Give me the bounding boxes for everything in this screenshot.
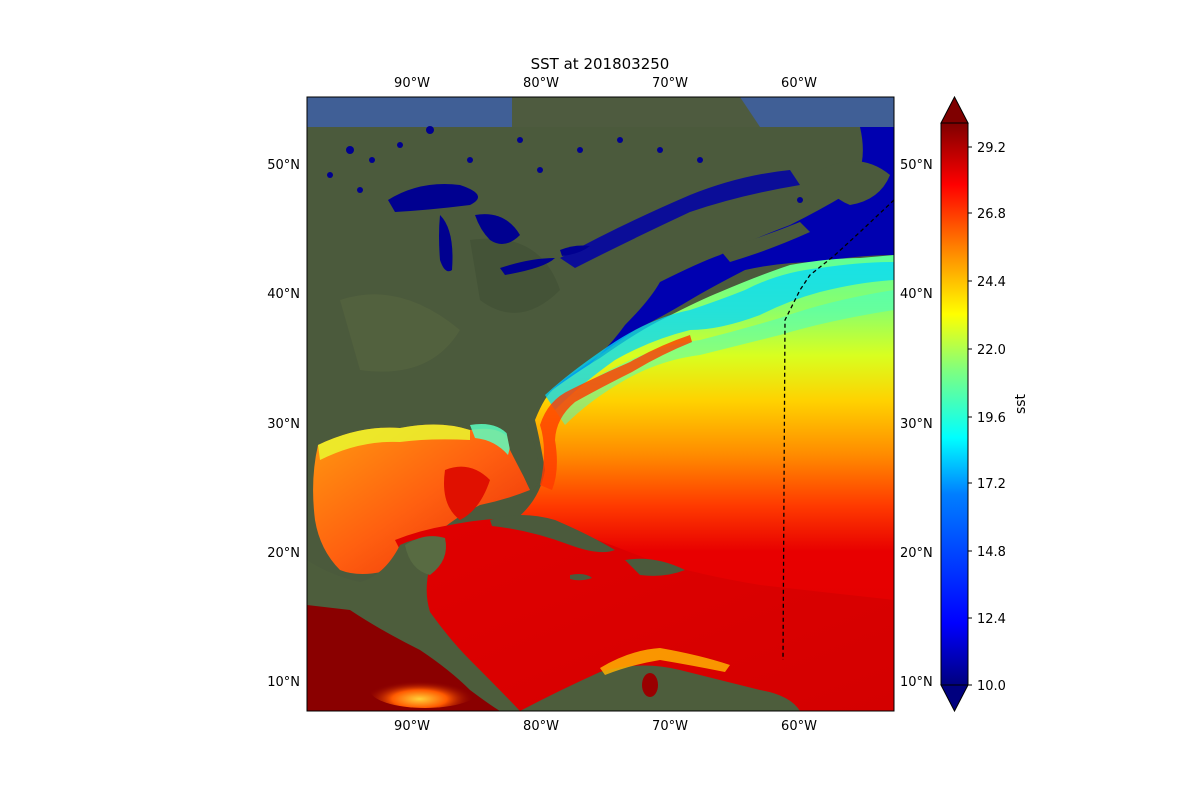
lat-tick-label: 10°N: [267, 675, 300, 690]
lon-tick-label: 60°W: [781, 719, 817, 734]
colorbar-tick-label: 12.4: [977, 612, 1006, 627]
lat-tick-label: 50°N: [267, 158, 300, 173]
colorbar-tick-label: 22.0: [977, 343, 1006, 358]
lat-tick-label: 50°N: [900, 158, 933, 173]
florida-shelf-cyan: [470, 424, 512, 455]
lake-michigan: [439, 215, 453, 272]
pacific-warm-patch: [370, 672, 480, 708]
yucatan: [405, 536, 446, 575]
land-shade: [340, 294, 460, 372]
longitude-ticks-top: 90°W 80°W 70°W 60°W: [394, 76, 817, 91]
colorbar-label: sst: [1013, 393, 1029, 414]
nova-scotia-land: [720, 222, 810, 262]
lat-tick-label: 10°N: [900, 675, 933, 690]
colorbar-tick-label: 14.8: [977, 545, 1006, 560]
newfoundland-land: [820, 161, 890, 205]
venezuela-warm-coast: [600, 648, 730, 675]
lat-tick-label: 30°N: [900, 417, 933, 432]
cold-water-shelf: [548, 127, 894, 395]
colorbar-extend-max: [940, 95, 969, 124]
colorbar-tick-label: 17.2: [977, 477, 1006, 492]
lake-superior: [388, 184, 478, 212]
colorbar: 29.2 26.8 24.4 22.0 19.6 17.2 14.8 12.4 …: [940, 95, 1029, 713]
south-america-land: [520, 665, 800, 711]
slope-water-band: [545, 262, 894, 410]
gulf-stream: [540, 335, 692, 490]
colorbar-body: [940, 122, 969, 686]
colorbar-tick-label: 24.4: [977, 275, 1006, 290]
lat-tick-label: 40°N: [900, 287, 933, 302]
colorbar-tick-label: 29.2: [977, 141, 1006, 156]
longitude-ticks-bottom: 90°W 80°W 70°W 60°W: [394, 719, 817, 734]
lake-erie: [500, 258, 555, 275]
gulf-of-mexico-sst: [313, 424, 530, 574]
lat-tick-label: 20°N: [900, 546, 933, 561]
labrador-land: [512, 97, 760, 127]
small-lakes: [327, 126, 803, 203]
lon-tick-label: 90°W: [394, 76, 430, 91]
florida-land: [505, 420, 540, 492]
latitude-ticks-right: 50°N 40°N 30°N 20°N 10°N: [900, 158, 933, 690]
slope-water-band-2: [555, 290, 894, 425]
colorbar-ticks: 29.2 26.8 24.4 22.0 19.6 17.2 14.8 12.4 …: [968, 141, 1006, 694]
st-lawrence-river: [560, 170, 800, 268]
lon-tick-label: 90°W: [394, 719, 430, 734]
loop-current: [444, 466, 490, 520]
lake-huron: [475, 214, 520, 244]
hispaniola-land: [625, 558, 685, 576]
lon-tick-label: 80°W: [523, 76, 559, 91]
cuba-land: [490, 515, 615, 553]
latitude-ticks-left: 50°N 40°N 30°N 20°N 10°N: [267, 158, 300, 690]
colorbar-tick-label: 10.0: [977, 679, 1006, 694]
lat-tick-label: 20°N: [267, 546, 300, 561]
map-frame: [306, 96, 895, 712]
gulf-coastal-yellow: [318, 424, 470, 460]
dashed-boundary-line: [782, 199, 894, 661]
lon-tick-label: 60°W: [781, 76, 817, 91]
colorbar-tick-label: 26.8: [977, 207, 1006, 222]
lat-tick-label: 40°N: [267, 287, 300, 302]
lon-tick-label: 80°W: [523, 719, 559, 734]
colorbar-extend-min: [940, 684, 969, 713]
caribbean-sst: [395, 518, 894, 711]
colorbar-tick-label: 19.6: [977, 411, 1006, 426]
lat-tick-label: 30°N: [267, 417, 300, 432]
lake-ontario: [560, 245, 590, 256]
land-shade-2: [470, 238, 560, 313]
chart-title: SST at 201803250: [531, 55, 670, 73]
map-panel: [307, 97, 894, 711]
lon-tick-label: 70°W: [652, 719, 688, 734]
maracaibo-lake: [642, 673, 658, 697]
jamaica-land: [570, 574, 592, 581]
lon-tick-label: 70°W: [652, 76, 688, 91]
